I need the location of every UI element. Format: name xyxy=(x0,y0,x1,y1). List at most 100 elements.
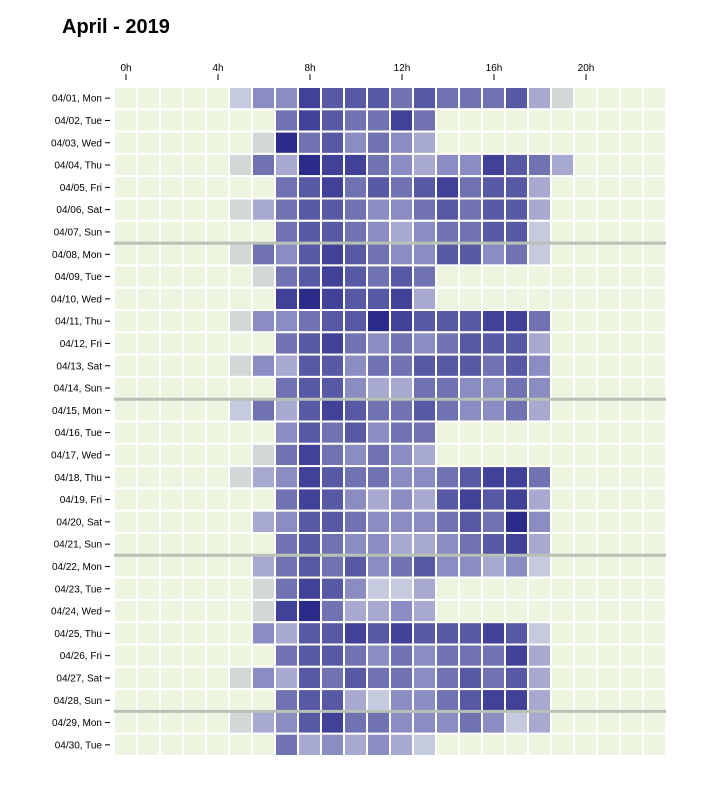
heatmap-cell xyxy=(274,576,299,601)
heatmap-cell xyxy=(573,554,598,579)
heatmap-cell xyxy=(251,576,276,601)
heatmap-cell xyxy=(159,420,184,445)
heatmap-cell xyxy=(504,175,529,200)
heatmap-cell xyxy=(389,152,414,178)
heatmap-cell xyxy=(136,375,161,401)
heatmap-cell xyxy=(274,309,299,334)
heatmap-cell xyxy=(389,598,414,624)
heatmap-cell xyxy=(228,264,253,289)
heatmap-cell xyxy=(113,598,138,624)
heatmap-cell xyxy=(619,732,644,758)
heatmap-cell xyxy=(550,242,575,267)
heatmap-cell xyxy=(550,643,575,668)
heatmap-cell xyxy=(596,509,621,535)
heatmap-cell xyxy=(389,286,414,312)
heatmap-cell xyxy=(343,398,368,423)
heatmap-cell xyxy=(136,398,161,423)
y-tick-label: 04/14, Sun xyxy=(54,384,102,395)
heatmap-cell xyxy=(412,242,437,267)
heatmap-cell xyxy=(113,621,138,646)
heatmap-cell xyxy=(458,398,483,423)
heatmap-cell xyxy=(159,465,184,490)
heatmap-cell xyxy=(619,108,644,133)
heatmap-cell xyxy=(205,420,230,445)
heatmap-cell xyxy=(619,487,644,512)
heatmap-cell xyxy=(527,732,552,758)
heatmap-cell xyxy=(343,175,368,200)
heatmap-cell xyxy=(573,576,598,601)
heatmap-cell xyxy=(504,465,529,490)
heatmap-cell xyxy=(136,175,161,200)
heatmap-cell xyxy=(343,576,368,601)
heatmap-cell xyxy=(550,442,575,468)
heatmap-cell xyxy=(389,420,414,445)
heatmap-cell xyxy=(435,710,460,735)
heatmap-cell xyxy=(458,152,483,178)
heatmap-cell xyxy=(182,242,207,267)
heatmap-cell xyxy=(182,532,207,557)
heatmap-cell xyxy=(182,554,207,579)
heatmap-cell xyxy=(458,598,483,624)
x-axis: 0h 4h 8h 12h 16h 20h xyxy=(120,63,594,80)
heatmap-cell xyxy=(412,130,437,155)
heatmap-cell xyxy=(113,688,138,713)
heatmap-cell xyxy=(412,465,437,490)
heatmap-cell xyxy=(481,86,506,111)
heatmap-cell xyxy=(596,442,621,468)
heatmap-cell xyxy=(619,398,644,423)
heatmap-cell xyxy=(642,576,667,601)
heatmap-cell xyxy=(205,197,230,222)
heatmap-cell xyxy=(205,554,230,579)
heatmap-cell xyxy=(412,197,437,222)
heatmap-cell xyxy=(136,152,161,178)
heatmap-cell xyxy=(251,353,276,378)
heatmap-cell xyxy=(481,309,506,334)
heatmap-cell xyxy=(274,398,299,423)
heatmap-cell xyxy=(251,375,276,401)
heatmap-cell xyxy=(389,86,414,111)
heatmap-cell xyxy=(435,353,460,378)
heatmap-cell xyxy=(366,532,391,557)
heatmap-cell xyxy=(182,286,207,312)
heatmap-cell xyxy=(159,442,184,468)
y-tick-label: 04/02, Tue xyxy=(55,116,103,127)
heatmap-cell xyxy=(320,331,345,356)
heatmap-cell xyxy=(251,554,276,579)
heatmap-cell xyxy=(458,465,483,490)
y-tick-label: 04/09, Tue xyxy=(55,272,103,283)
heatmap-cell xyxy=(366,420,391,445)
heatmap-cell xyxy=(596,398,621,423)
heatmap-cell xyxy=(435,576,460,601)
heatmap-cell xyxy=(228,621,253,646)
heatmap-cell xyxy=(320,152,345,178)
heatmap-cell xyxy=(113,242,138,267)
heatmap-cell xyxy=(274,175,299,200)
heatmap-cell xyxy=(573,130,598,155)
heatmap-cell xyxy=(159,710,184,735)
heatmap-cell xyxy=(320,286,345,312)
heatmap-cell xyxy=(596,465,621,490)
heatmap-cell xyxy=(136,309,161,334)
heatmap-cell xyxy=(642,710,667,735)
heatmap-cell xyxy=(343,130,368,155)
y-tick-label: 04/24, Wed xyxy=(51,607,102,618)
heatmap-cell xyxy=(573,152,598,178)
heatmap-cell xyxy=(228,108,253,133)
heatmap-cell xyxy=(596,175,621,200)
heatmap-cell xyxy=(619,286,644,312)
heatmap-cell xyxy=(458,197,483,222)
heatmap-cell xyxy=(205,353,230,378)
heatmap-cell xyxy=(504,331,529,356)
heatmap-cell xyxy=(297,621,322,646)
heatmap-cell xyxy=(596,621,621,646)
heatmap-cell xyxy=(366,576,391,601)
heatmap-cell xyxy=(136,688,161,713)
heatmap-cell xyxy=(228,197,253,222)
heatmap-cell xyxy=(182,197,207,222)
heatmap-cell xyxy=(573,398,598,423)
heatmap-cell xyxy=(205,509,230,535)
heatmap-cell xyxy=(205,108,230,133)
heatmap-cell xyxy=(435,598,460,624)
heatmap-cell xyxy=(504,487,529,512)
heatmap-cell xyxy=(343,710,368,735)
